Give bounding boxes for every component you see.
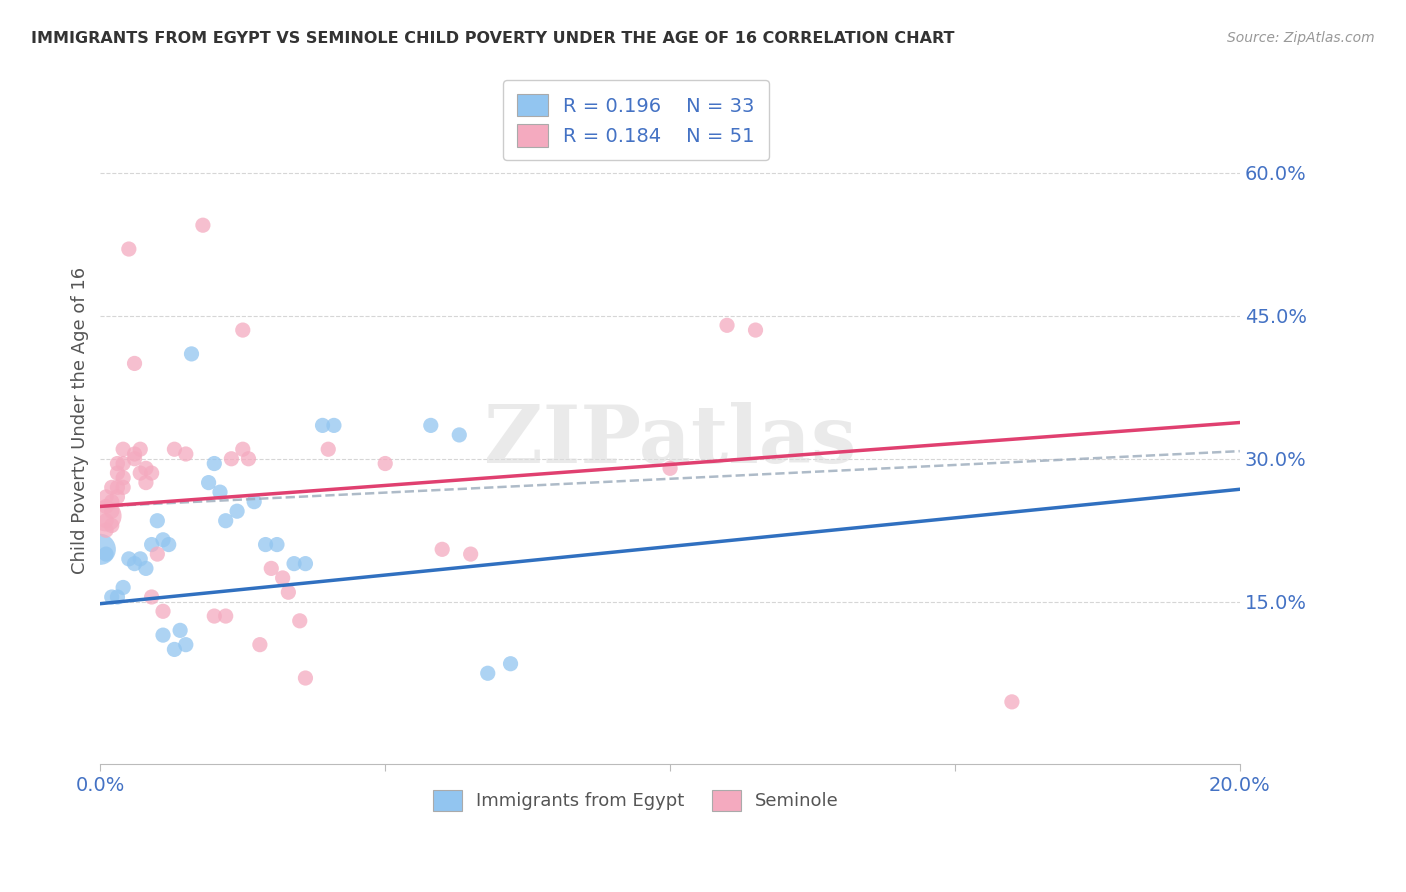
Point — [202, 609, 225, 624]
Point — [288, 614, 311, 628]
Point — [323, 418, 346, 433]
Point — [141, 537, 163, 551]
Point — [94, 500, 117, 514]
Point — [135, 561, 157, 575]
Point — [243, 494, 266, 508]
Point — [141, 590, 163, 604]
Point — [254, 537, 277, 551]
Point — [100, 504, 122, 518]
Point — [221, 451, 243, 466]
Point — [112, 471, 135, 485]
Point — [266, 537, 288, 551]
Point — [226, 504, 249, 518]
Point — [477, 666, 499, 681]
Point — [146, 514, 169, 528]
Point — [94, 523, 117, 537]
Point — [460, 547, 482, 561]
Point — [163, 442, 186, 457]
Point — [107, 457, 129, 471]
Point — [163, 642, 186, 657]
Point — [141, 466, 163, 480]
Text: ZIPatlas: ZIPatlas — [484, 402, 856, 480]
Point — [152, 628, 174, 642]
Point — [208, 485, 231, 500]
Point — [124, 356, 146, 370]
Point — [124, 447, 146, 461]
Point — [294, 671, 316, 685]
Point — [135, 475, 157, 490]
Point — [316, 442, 339, 457]
Point — [107, 466, 129, 480]
Point — [180, 347, 202, 361]
Point — [94, 490, 117, 504]
Point — [118, 552, 141, 566]
Point — [174, 638, 197, 652]
Point — [449, 428, 471, 442]
Point — [112, 581, 135, 595]
Point — [94, 514, 117, 528]
Point — [124, 451, 146, 466]
Point — [283, 557, 305, 571]
Point — [124, 557, 146, 571]
Point — [659, 461, 682, 475]
Point — [430, 542, 453, 557]
Point — [100, 480, 122, 494]
Point — [294, 557, 316, 571]
Point — [238, 451, 260, 466]
Point — [157, 537, 180, 551]
Point — [716, 318, 738, 333]
Point — [174, 447, 197, 461]
Text: Source: ZipAtlas.com: Source: ZipAtlas.com — [1227, 31, 1375, 45]
Point — [215, 609, 238, 624]
Point — [107, 490, 129, 504]
Point — [232, 442, 254, 457]
Point — [249, 638, 271, 652]
Point — [129, 552, 152, 566]
Point — [118, 242, 141, 256]
Point — [232, 323, 254, 337]
Point — [169, 624, 191, 638]
Point — [499, 657, 522, 671]
Point — [100, 494, 122, 508]
Point — [129, 442, 152, 457]
Point — [744, 323, 766, 337]
Point — [419, 418, 441, 433]
Point — [271, 571, 294, 585]
Legend: Immigrants from Egypt, Seminole: Immigrants from Egypt, Seminole — [420, 777, 852, 823]
Point — [89, 542, 111, 557]
Point — [112, 442, 135, 457]
Point — [277, 585, 299, 599]
Point — [107, 480, 129, 494]
Point — [197, 475, 219, 490]
Y-axis label: Child Poverty Under the Age of 16: Child Poverty Under the Age of 16 — [72, 267, 89, 574]
Point — [152, 604, 174, 618]
Point — [1001, 695, 1024, 709]
Text: IMMIGRANTS FROM EGYPT VS SEMINOLE CHILD POVERTY UNDER THE AGE OF 16 CORRELATION : IMMIGRANTS FROM EGYPT VS SEMINOLE CHILD … — [31, 31, 955, 46]
Point — [191, 218, 214, 232]
Point — [215, 514, 238, 528]
Point — [100, 590, 122, 604]
Point — [94, 508, 117, 523]
Point — [135, 461, 157, 475]
Point — [129, 466, 152, 480]
Point — [112, 480, 135, 494]
Point — [202, 457, 225, 471]
Point — [94, 547, 117, 561]
Point — [260, 561, 283, 575]
Point — [107, 590, 129, 604]
Point — [374, 457, 396, 471]
Point — [146, 547, 169, 561]
Point — [152, 533, 174, 547]
Point — [112, 457, 135, 471]
Point — [100, 518, 122, 533]
Point — [311, 418, 333, 433]
